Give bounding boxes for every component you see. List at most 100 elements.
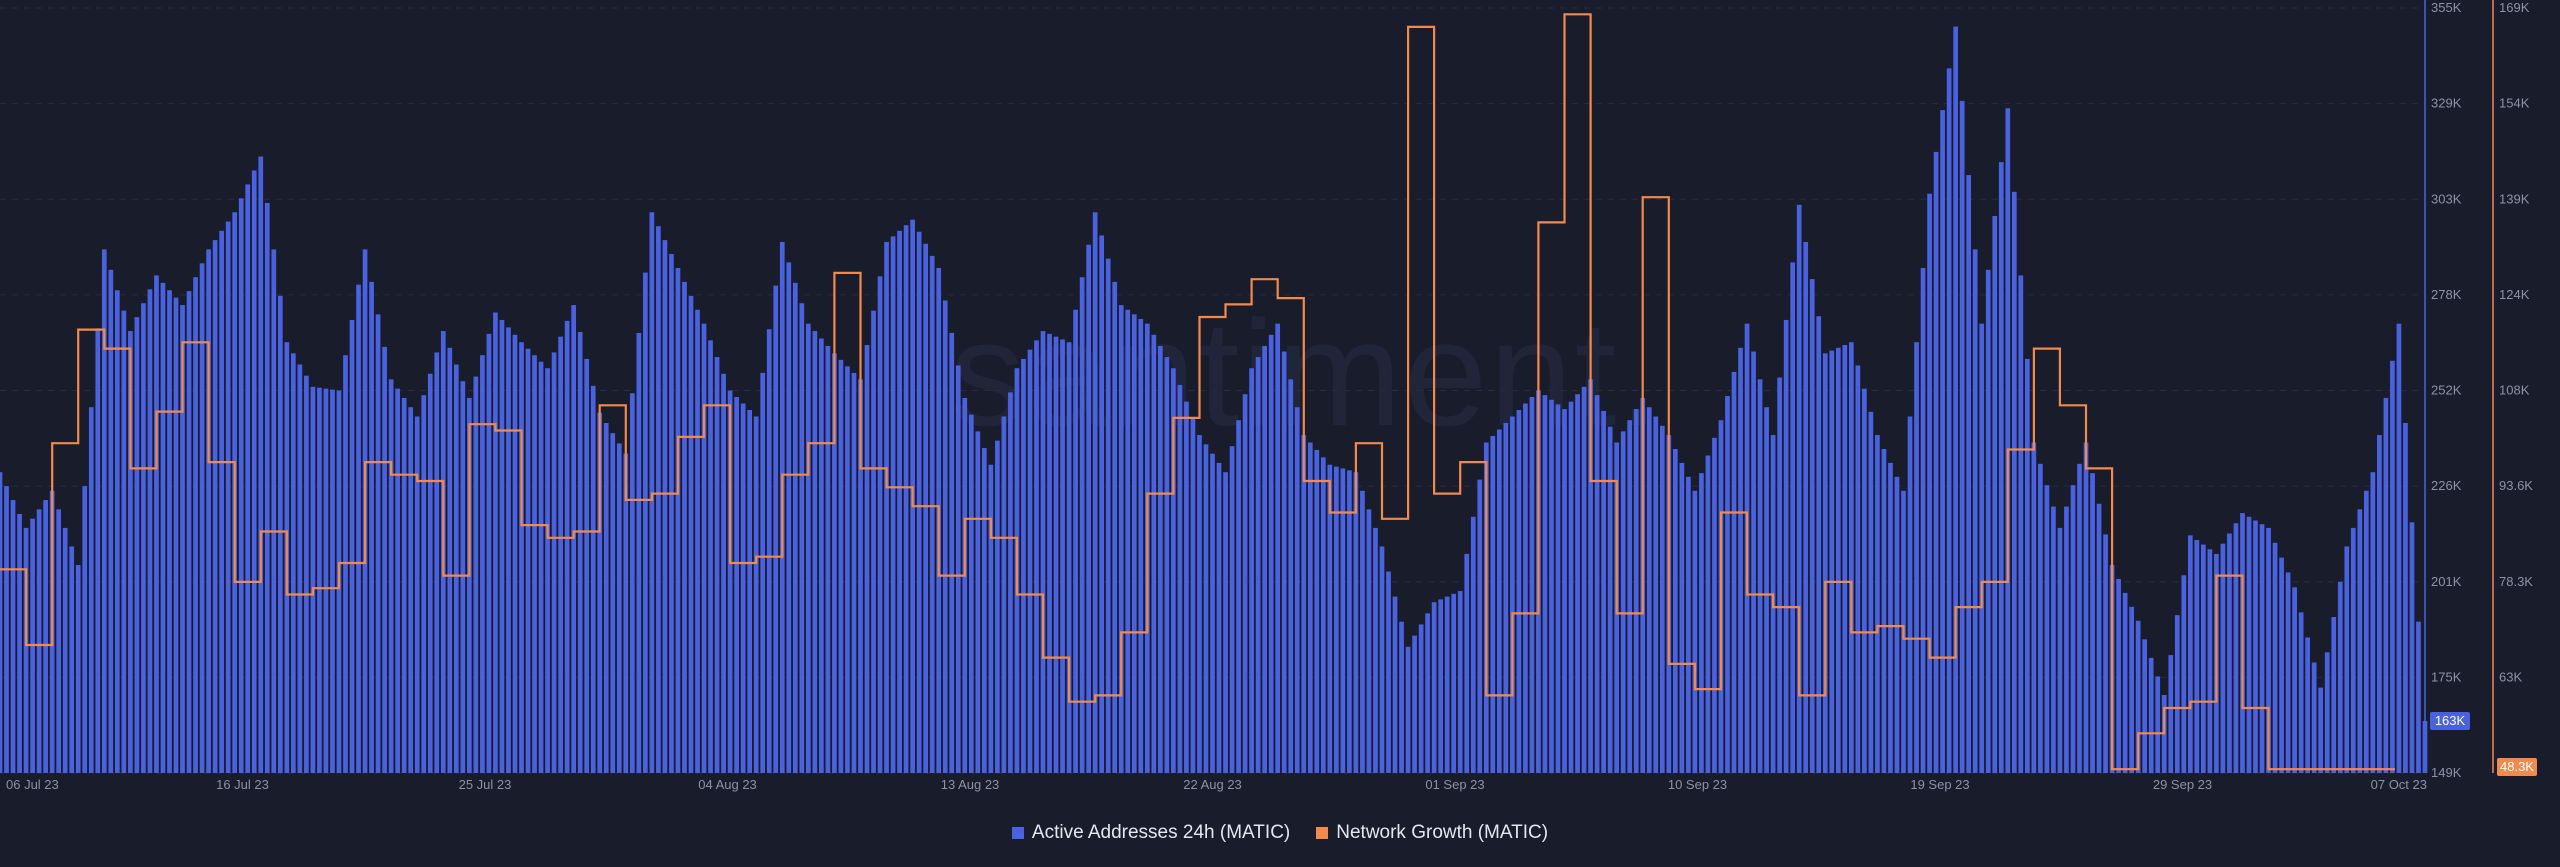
bar — [1992, 215, 1998, 773]
bar — [1320, 457, 1326, 773]
bar — [245, 184, 251, 773]
bar — [1601, 410, 1606, 773]
bar — [636, 332, 642, 773]
bar — [584, 358, 590, 773]
bar — [2064, 506, 2069, 773]
bar — [4, 486, 9, 774]
bar — [1373, 527, 1378, 773]
bar — [2331, 617, 2337, 773]
x-tick-label: 16 Jul 23 — [216, 777, 269, 792]
bar — [1803, 241, 1809, 773]
bar — [1347, 470, 1352, 773]
bar — [538, 361, 544, 773]
bar — [760, 372, 766, 773]
legend-item-active-addresses[interactable]: Active Addresses 24h (MATIC) — [1011, 822, 1290, 844]
bar — [1236, 420, 1241, 773]
bar — [2350, 527, 2356, 773]
bar — [160, 282, 166, 773]
bar — [10, 500, 16, 773]
bar — [1405, 646, 1411, 773]
bar — [1027, 349, 1033, 773]
line-series-network-growth[interactable] — [0, 13, 2395, 771]
bar — [1457, 591, 1463, 773]
bar — [2305, 637, 2310, 773]
bar — [225, 221, 231, 773]
bar — [1431, 602, 1437, 773]
bar — [923, 243, 929, 773]
x-tick-label: 04 Aug 23 — [698, 777, 757, 792]
bar — [1092, 212, 1098, 773]
bar — [1972, 249, 1978, 773]
bar — [1627, 420, 1633, 773]
bar — [753, 416, 759, 773]
bar — [558, 336, 563, 773]
bar — [1158, 345, 1163, 773]
bar — [2409, 522, 2415, 773]
bar — [2011, 191, 2017, 773]
bar — [2025, 358, 2030, 773]
y-tick-label-right: 63K — [2499, 669, 2522, 684]
bar — [2122, 592, 2128, 773]
bar — [1855, 365, 1861, 773]
bar — [2318, 687, 2324, 773]
bar — [186, 291, 192, 773]
bar — [884, 241, 889, 773]
bar — [2103, 534, 2108, 773]
bar — [2038, 463, 2043, 773]
legend-label-network-growth: Network Growth (MATIC) — [1336, 822, 1549, 843]
bar — [1203, 444, 1209, 773]
bar — [2096, 503, 2102, 773]
y-tick-label-right: 154K — [2499, 96, 2530, 111]
bar — [2357, 509, 2363, 773]
last-value-badge-active-addresses: 163K — [2430, 712, 2470, 731]
bar — [1731, 371, 1737, 773]
bar — [590, 385, 596, 773]
bar — [2370, 472, 2376, 773]
bar — [1940, 110, 1945, 774]
bar — [1301, 435, 1307, 773]
bar — [1399, 621, 1404, 773]
bar — [2292, 587, 2297, 773]
bar — [1914, 342, 1919, 773]
bar — [460, 381, 466, 773]
bar — [1340, 468, 1346, 773]
bar — [1216, 462, 1222, 773]
bar — [1438, 599, 1443, 773]
bar-series-active-addresses[interactable] — [0, 26, 2428, 774]
bar — [1822, 353, 1828, 773]
bar — [36, 509, 42, 773]
bar — [1249, 368, 1254, 773]
bar — [2396, 323, 2402, 773]
bar — [708, 340, 713, 773]
legend-item-network-growth[interactable]: Network Growth (MATIC) — [1316, 822, 1548, 844]
bar — [1966, 175, 1972, 774]
bar — [1985, 269, 1991, 773]
bar — [1699, 473, 1704, 773]
bar — [2135, 620, 2141, 773]
bar — [69, 546, 75, 773]
bar — [271, 249, 277, 773]
bar — [147, 289, 153, 773]
bar — [1979, 323, 1985, 773]
bar — [1190, 418, 1196, 773]
y-tick-label-right: 78.3K — [2499, 574, 2533, 589]
bar — [1171, 368, 1176, 773]
bar — [1725, 396, 1730, 773]
y-tick-label-left: 175K — [2431, 669, 2462, 684]
bar — [408, 407, 414, 773]
bar — [1053, 336, 1059, 773]
bar — [1184, 401, 1189, 773]
bar — [1307, 442, 1313, 773]
bar — [571, 305, 576, 773]
bar — [577, 332, 583, 773]
bar — [1679, 462, 1685, 773]
bar — [695, 309, 700, 773]
bar — [480, 355, 485, 773]
bar — [1607, 426, 1613, 773]
bar — [851, 372, 857, 773]
bar — [75, 565, 81, 773]
x-tick-label: 29 Sep 23 — [2153, 777, 2212, 792]
bar — [1118, 305, 1124, 773]
x-tick-label: 22 Aug 23 — [1183, 777, 1242, 792]
bar — [382, 346, 387, 773]
